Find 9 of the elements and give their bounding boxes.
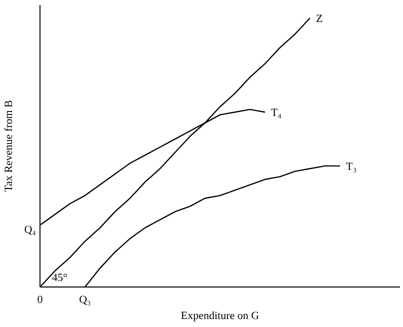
annotation: Q₄	[24, 224, 36, 236]
annotation: 45°	[52, 272, 68, 284]
series-label: Z	[316, 13, 323, 25]
series-label: T₃	[346, 160, 357, 173]
x-tick-label: Q₃	[79, 294, 92, 306]
x-tick-label: 0	[37, 294, 44, 306]
series-label: T₄	[271, 107, 282, 120]
y-axis-title: Tax Revenue from B	[3, 100, 15, 192]
x-axis-title: Expenditure on G	[180, 310, 260, 322]
